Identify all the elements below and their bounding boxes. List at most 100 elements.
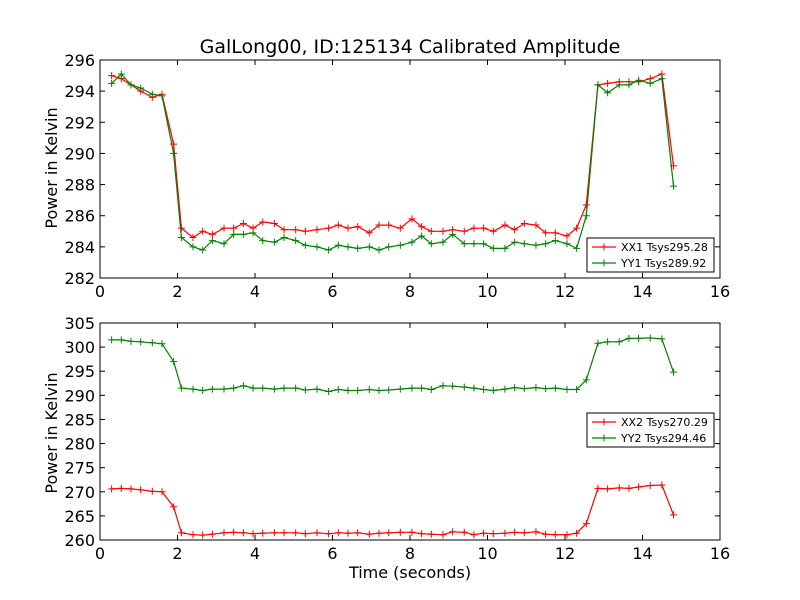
y-tick-label: 295 <box>64 362 95 381</box>
data-point <box>354 387 362 395</box>
data-point <box>344 224 352 232</box>
data-point <box>301 227 309 235</box>
data-point <box>449 382 457 390</box>
data-point <box>259 218 267 226</box>
data-point <box>259 384 267 392</box>
x-tick-label: 4 <box>250 282 260 301</box>
x-tick-label: 4 <box>250 544 260 563</box>
data-point <box>470 240 478 248</box>
data-point <box>396 385 404 393</box>
data-point <box>615 484 623 492</box>
data-point <box>177 384 185 392</box>
data-point <box>137 486 145 494</box>
data-point <box>365 243 373 251</box>
data-point <box>249 384 257 392</box>
data-point <box>249 229 257 237</box>
data-point <box>594 484 602 492</box>
data-point <box>670 368 677 376</box>
legend-marker <box>600 259 608 267</box>
y-tick-label: 294 <box>64 82 95 101</box>
data-point <box>325 387 333 395</box>
legend-marker <box>600 434 608 442</box>
data-point <box>635 76 643 84</box>
data-point <box>270 529 278 537</box>
data-point <box>301 386 309 394</box>
top-y-axis-label: Power in Kelvin <box>42 107 61 228</box>
data-point <box>489 244 497 252</box>
data-point <box>470 384 478 392</box>
data-point <box>199 227 207 235</box>
data-point <box>108 79 116 87</box>
data-point <box>199 387 207 395</box>
series-line-0-0 <box>111 73 675 239</box>
data-point <box>396 241 404 249</box>
data-point <box>280 384 288 392</box>
data-point <box>582 376 590 384</box>
y-tick-label: 280 <box>64 435 95 454</box>
data-point <box>439 238 447 246</box>
data-point <box>325 246 333 254</box>
data-point <box>117 70 125 78</box>
legend-marker <box>600 418 608 426</box>
data-point <box>427 530 435 538</box>
data-point <box>292 237 300 245</box>
x-tick-label: 6 <box>327 544 337 563</box>
legend-box <box>586 237 715 273</box>
data-point <box>551 237 559 245</box>
data-point <box>658 481 666 489</box>
data-point <box>280 234 288 242</box>
y-tick-label: 292 <box>64 113 95 132</box>
data-point <box>563 386 571 394</box>
data-point <box>301 530 309 538</box>
y-tick-label: 282 <box>64 269 95 288</box>
data-point <box>501 385 509 393</box>
data-point <box>220 529 228 537</box>
data-point <box>625 334 633 342</box>
data-point <box>220 224 228 232</box>
data-point <box>259 529 267 537</box>
data-point <box>542 240 550 248</box>
data-point <box>158 340 166 348</box>
data-point <box>408 528 416 536</box>
legend-label: XX1 Tsys295.28 <box>621 241 708 254</box>
data-point <box>170 358 178 366</box>
data-point <box>170 503 178 511</box>
data-point <box>208 385 216 393</box>
data-point <box>615 81 623 89</box>
data-point <box>408 238 416 246</box>
data-point <box>230 384 238 392</box>
data-point <box>365 530 373 538</box>
x-tick-label: 2 <box>172 282 182 301</box>
data-point <box>604 89 612 97</box>
data-point <box>108 72 116 80</box>
data-point <box>375 387 383 395</box>
series-line-0-1 <box>111 73 675 251</box>
data-point <box>418 530 426 538</box>
data-point <box>230 230 238 238</box>
data-point <box>148 90 156 98</box>
data-point <box>270 238 278 246</box>
data-point <box>344 243 352 251</box>
data-point <box>418 232 426 240</box>
data-point <box>635 483 643 491</box>
data-point <box>551 531 559 539</box>
data-point <box>313 385 321 393</box>
data-point <box>239 529 247 537</box>
y-tick-label: 290 <box>64 386 95 405</box>
data-point <box>582 520 590 528</box>
data-point <box>239 220 247 227</box>
data-point <box>137 84 145 92</box>
data-point <box>449 528 457 536</box>
data-point <box>334 386 342 394</box>
top-plot: 0 2 4 6 8 10 12 14 16 282 284 286 288 290 292 294 296 XX1… <box>64 51 730 301</box>
data-point <box>489 387 497 395</box>
y-tick-label: 270 <box>64 483 95 502</box>
legend-label: YY2 Tsys294.46 <box>620 432 706 445</box>
data-point <box>208 230 216 238</box>
data-point <box>427 227 435 235</box>
data-point <box>460 227 468 235</box>
data-point <box>470 224 478 232</box>
data-point <box>532 241 540 249</box>
data-point <box>148 487 156 495</box>
